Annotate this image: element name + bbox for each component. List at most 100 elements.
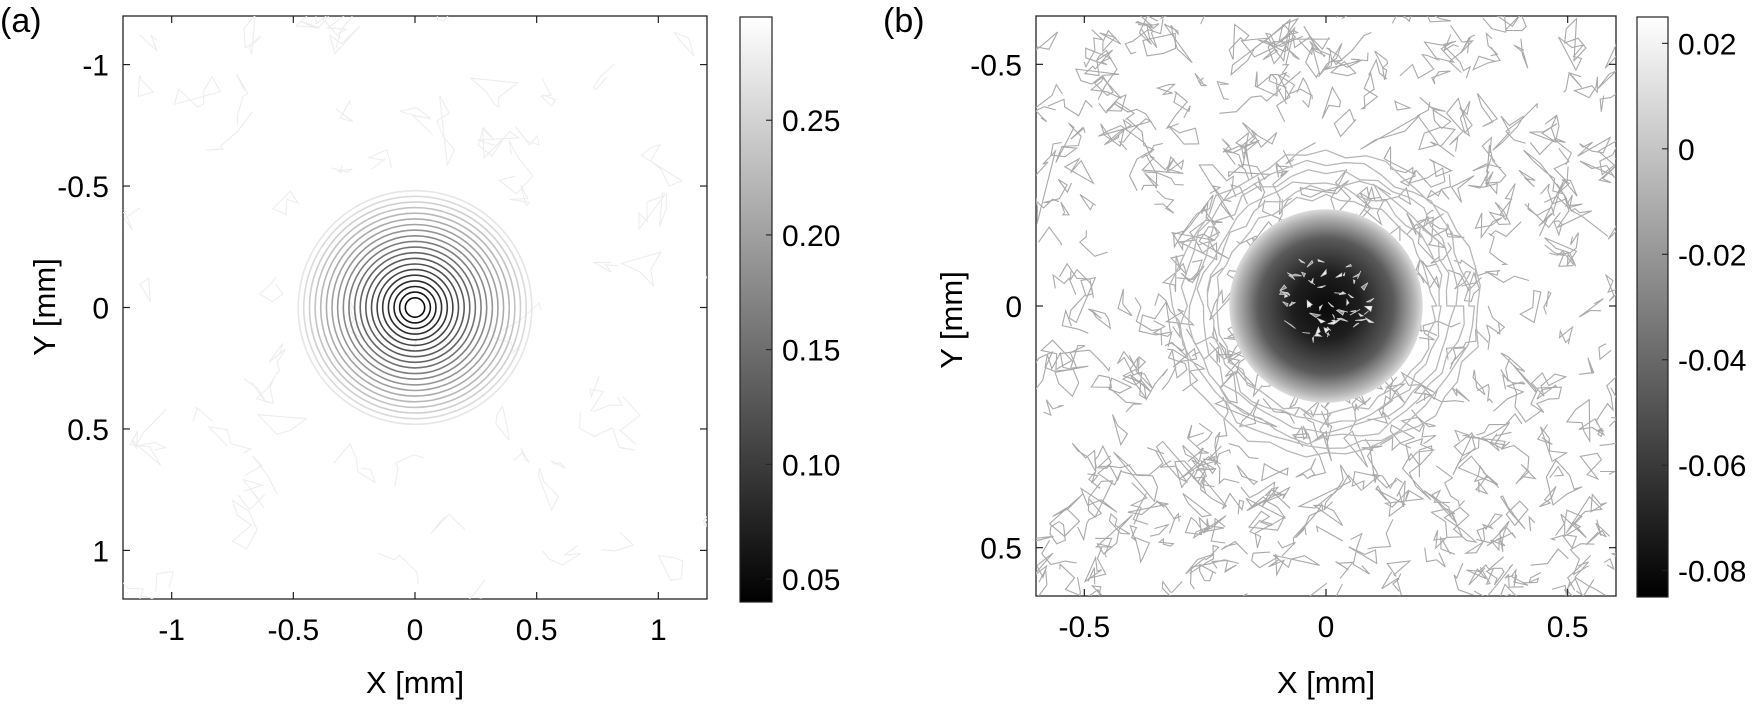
disk-speckle	[1331, 319, 1338, 323]
noise-contour	[1146, 23, 1158, 49]
noise-contour	[258, 276, 284, 303]
noise-contour	[1052, 273, 1077, 296]
noise-contour	[1294, 425, 1311, 441]
noise-contour	[1590, 492, 1607, 513]
colorbar-tick-label: -0.06	[1678, 450, 1746, 483]
disk-speckle	[1364, 317, 1375, 324]
noise-contour	[1445, 328, 1489, 360]
noise-contour	[1167, 348, 1188, 379]
noise-contour	[1192, 515, 1227, 540]
noise-contour	[1472, 46, 1501, 71]
noise-contour	[1600, 470, 1616, 475]
noise-contour	[1574, 561, 1606, 596]
noise-contour	[1055, 122, 1082, 163]
noise-contour	[1311, 46, 1331, 76]
noise-contour	[1059, 563, 1081, 596]
noise-contour	[377, 552, 419, 585]
noise-contour	[1079, 487, 1118, 513]
noise-contour	[1242, 592, 1248, 596]
noise-contour	[1211, 559, 1237, 574]
noise-contour	[1510, 567, 1529, 587]
noise-contour	[1517, 463, 1537, 483]
noise-contour	[1295, 458, 1317, 480]
noise-contour	[1598, 165, 1616, 184]
noise-contour	[1049, 520, 1066, 545]
noise-contour	[335, 16, 353, 49]
noise-contour	[1481, 136, 1496, 162]
noise-contour	[657, 554, 684, 581]
noise-contour	[672, 31, 695, 57]
noise-contour	[1572, 76, 1599, 99]
noise-contour	[1448, 36, 1470, 74]
noise-contour	[1221, 540, 1248, 555]
noise-contour	[1391, 16, 1412, 24]
noise-contour	[539, 77, 557, 107]
x-axis-label-a: X [mm]	[366, 665, 464, 700]
noise-contour	[1036, 31, 1059, 51]
noise-contour	[242, 478, 265, 508]
noise-contour	[123, 207, 141, 231]
noise-contour	[1396, 480, 1406, 508]
noise-contour	[1536, 384, 1558, 400]
noise-contour	[620, 251, 662, 288]
colorbar-tick-label: 0.20	[782, 220, 840, 253]
disk-speckle	[1358, 313, 1365, 317]
noise-contour	[1322, 58, 1362, 71]
noise-contour	[1036, 83, 1063, 109]
noise-contour	[244, 455, 278, 495]
noise-contour	[237, 494, 266, 511]
noise-contour	[1406, 223, 1434, 260]
colorbar-tick-label: 0.15	[782, 335, 840, 368]
noise-contour	[542, 545, 581, 566]
noise-contour	[1128, 142, 1164, 191]
contour-ring	[336, 229, 494, 386]
noise-contour	[1463, 271, 1480, 303]
noise-contour	[1595, 519, 1611, 537]
colorbar-b	[1636, 16, 1669, 598]
noise-contour	[1523, 572, 1542, 584]
disk-speckle	[1363, 310, 1369, 315]
noise-contour	[1418, 126, 1457, 151]
noise-contour	[601, 532, 635, 552]
noise-contour	[1487, 305, 1506, 335]
noise-contour	[1499, 495, 1526, 530]
noise-contour	[1252, 374, 1271, 398]
disk-speckle	[1283, 292, 1291, 296]
noise-contour	[1294, 502, 1324, 539]
noise-contour	[1530, 386, 1563, 413]
contour-ring	[314, 206, 516, 409]
noise-contour	[1094, 444, 1112, 469]
noise-contour	[1077, 497, 1103, 542]
y-tick-label: 0.5	[980, 533, 1022, 566]
noise-contour	[1161, 579, 1183, 596]
noise-contour	[1419, 320, 1461, 341]
noise-contour	[1230, 184, 1249, 205]
noise-contour	[330, 165, 354, 174]
noise-contour	[1432, 108, 1452, 130]
noise-contour	[578, 412, 635, 451]
noise-contour	[1414, 259, 1437, 284]
noise-contour	[592, 63, 616, 91]
noise-contour	[1416, 102, 1455, 157]
noise-contour	[1321, 86, 1341, 119]
noise-contour	[1043, 399, 1064, 417]
noise-contour	[1200, 201, 1217, 225]
noise-contour	[619, 396, 641, 445]
x-tick-label: 0.5	[516, 614, 558, 647]
noise-contour	[399, 107, 433, 136]
noise-contour	[1423, 490, 1452, 518]
y-tick-label: 0	[92, 293, 109, 326]
noise-contour	[1200, 16, 1205, 25]
noise-contour	[1579, 160, 1616, 179]
contour-ring	[302, 195, 527, 420]
noise-contour	[1157, 537, 1175, 547]
disk-speckle	[1284, 293, 1289, 299]
contour-ring	[387, 280, 443, 335]
noise-contour	[1329, 60, 1357, 77]
noise-contour	[1596, 376, 1616, 425]
noise-contour	[1037, 568, 1048, 596]
noise-contour	[295, 16, 330, 30]
noise-contour	[1429, 158, 1453, 178]
disk-speckle	[1363, 305, 1373, 313]
plot-area-a	[122, 15, 708, 600]
